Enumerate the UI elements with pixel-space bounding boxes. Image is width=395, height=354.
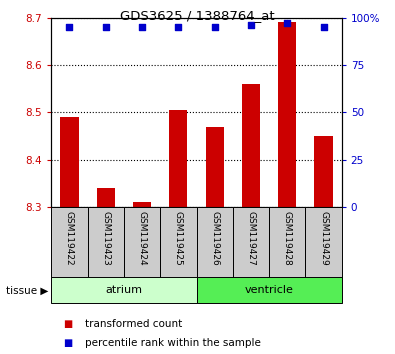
Bar — [197, 207, 233, 278]
Text: GSM119425: GSM119425 — [174, 211, 183, 266]
Bar — [233, 207, 269, 278]
Point — [175, 24, 182, 30]
Point — [320, 24, 327, 30]
Bar — [124, 207, 160, 278]
Bar — [305, 207, 342, 278]
Bar — [97, 188, 115, 207]
Bar — [133, 202, 151, 207]
Point — [211, 24, 218, 30]
Bar — [160, 207, 197, 278]
Text: GSM119429: GSM119429 — [319, 211, 328, 266]
Text: ■: ■ — [63, 338, 72, 348]
Text: GSM119422: GSM119422 — [65, 211, 74, 265]
Text: tissue ▶: tissue ▶ — [6, 286, 48, 296]
Bar — [51, 207, 88, 278]
Point — [66, 24, 73, 30]
Bar — [314, 136, 333, 207]
Bar — [205, 127, 224, 207]
Point — [248, 22, 254, 28]
Text: GSM119428: GSM119428 — [283, 211, 292, 266]
Point — [103, 24, 109, 30]
Text: ventricle: ventricle — [245, 285, 293, 295]
Text: percentile rank within the sample: percentile rank within the sample — [85, 338, 261, 348]
Text: GSM119424: GSM119424 — [137, 211, 147, 265]
Bar — [242, 84, 260, 207]
Bar — [197, 277, 342, 303]
Bar — [88, 207, 124, 278]
Bar — [169, 110, 188, 207]
Text: atrium: atrium — [105, 285, 143, 295]
Bar — [278, 22, 296, 207]
Text: GDS3625 / 1388764_at: GDS3625 / 1388764_at — [120, 9, 275, 22]
Bar — [60, 117, 79, 207]
Text: transformed count: transformed count — [85, 319, 182, 329]
Bar — [269, 207, 305, 278]
Text: GSM119427: GSM119427 — [246, 211, 256, 266]
Point — [139, 24, 145, 30]
Text: GSM119423: GSM119423 — [101, 211, 110, 266]
Bar — [51, 277, 197, 303]
Text: ■: ■ — [63, 319, 72, 329]
Text: GSM119426: GSM119426 — [210, 211, 219, 266]
Point — [284, 21, 290, 26]
